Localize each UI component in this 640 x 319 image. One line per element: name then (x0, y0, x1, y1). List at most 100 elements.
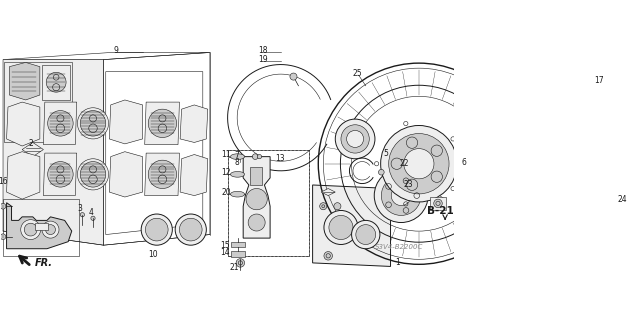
Text: 16: 16 (0, 177, 8, 186)
Text: B-21: B-21 (427, 206, 454, 216)
Text: 17: 17 (594, 76, 604, 85)
Polygon shape (44, 102, 77, 145)
Circle shape (324, 211, 358, 244)
Polygon shape (4, 63, 72, 143)
Circle shape (356, 225, 376, 244)
Circle shape (378, 169, 384, 175)
Circle shape (145, 218, 168, 241)
Circle shape (381, 125, 457, 202)
Circle shape (252, 154, 258, 160)
Text: 6: 6 (461, 158, 466, 167)
Circle shape (388, 134, 449, 194)
Text: 7: 7 (234, 151, 239, 160)
Text: 13: 13 (275, 154, 285, 163)
Text: 18: 18 (259, 46, 268, 55)
Circle shape (252, 191, 258, 197)
Circle shape (334, 203, 341, 210)
Text: 22: 22 (400, 159, 410, 168)
Circle shape (320, 203, 327, 210)
Circle shape (91, 216, 95, 220)
Circle shape (148, 160, 177, 189)
Ellipse shape (230, 172, 244, 177)
Polygon shape (231, 242, 245, 247)
Polygon shape (250, 167, 262, 185)
Circle shape (347, 130, 364, 147)
Circle shape (404, 149, 434, 179)
Text: 14: 14 (220, 248, 230, 257)
Circle shape (20, 220, 40, 240)
Polygon shape (145, 102, 179, 145)
Circle shape (236, 259, 244, 267)
Text: 4: 4 (88, 208, 93, 217)
Circle shape (335, 119, 375, 159)
Circle shape (80, 162, 106, 187)
Circle shape (351, 220, 380, 249)
Circle shape (248, 214, 265, 231)
Text: 24: 24 (618, 195, 627, 204)
Circle shape (257, 192, 262, 196)
Circle shape (381, 176, 421, 215)
Circle shape (80, 111, 106, 136)
Polygon shape (145, 153, 179, 196)
Circle shape (179, 218, 202, 241)
Polygon shape (243, 157, 270, 238)
Circle shape (42, 221, 59, 238)
Polygon shape (6, 203, 72, 249)
Circle shape (324, 252, 332, 260)
Ellipse shape (230, 154, 244, 160)
Circle shape (77, 159, 109, 190)
Text: 2: 2 (29, 139, 34, 148)
Polygon shape (22, 143, 44, 157)
Bar (35, 223, 47, 230)
Polygon shape (109, 152, 143, 197)
Circle shape (252, 172, 258, 177)
Circle shape (341, 125, 369, 153)
Text: 15: 15 (220, 241, 230, 250)
Text: 9: 9 (114, 46, 119, 55)
Circle shape (246, 189, 268, 210)
Text: 11: 11 (221, 150, 231, 159)
Polygon shape (231, 251, 245, 256)
Text: 5: 5 (383, 149, 388, 158)
Text: 3: 3 (78, 204, 83, 213)
Polygon shape (10, 63, 40, 100)
Polygon shape (42, 64, 70, 100)
Circle shape (175, 214, 206, 245)
Text: 19: 19 (258, 55, 268, 64)
Text: S3V4-B2200C: S3V4-B2200C (375, 244, 423, 249)
Polygon shape (3, 60, 104, 245)
Circle shape (329, 215, 353, 240)
Circle shape (45, 225, 56, 234)
Circle shape (24, 223, 37, 236)
Text: 1: 1 (396, 258, 400, 267)
Text: 20: 20 (221, 188, 231, 197)
Circle shape (374, 169, 428, 223)
Polygon shape (321, 189, 335, 196)
Text: 10: 10 (148, 250, 158, 259)
Polygon shape (180, 105, 208, 143)
Circle shape (0, 204, 6, 209)
Circle shape (257, 154, 262, 159)
Circle shape (47, 162, 73, 187)
Text: 23: 23 (403, 181, 413, 189)
Circle shape (46, 72, 66, 92)
Circle shape (434, 199, 442, 208)
Circle shape (290, 73, 297, 80)
Text: 21: 21 (230, 263, 239, 272)
Circle shape (0, 234, 6, 240)
Text: 25: 25 (353, 69, 362, 78)
Bar (430, 197, 446, 210)
Circle shape (141, 214, 172, 245)
Text: 12: 12 (221, 168, 231, 177)
Circle shape (148, 109, 177, 137)
Polygon shape (180, 154, 208, 196)
Polygon shape (44, 153, 77, 196)
Polygon shape (6, 102, 40, 146)
Polygon shape (109, 100, 143, 144)
Ellipse shape (230, 191, 244, 197)
Polygon shape (6, 152, 40, 199)
Circle shape (47, 111, 73, 136)
Polygon shape (312, 185, 390, 266)
Circle shape (257, 172, 262, 176)
Text: FR.: FR. (35, 258, 53, 268)
